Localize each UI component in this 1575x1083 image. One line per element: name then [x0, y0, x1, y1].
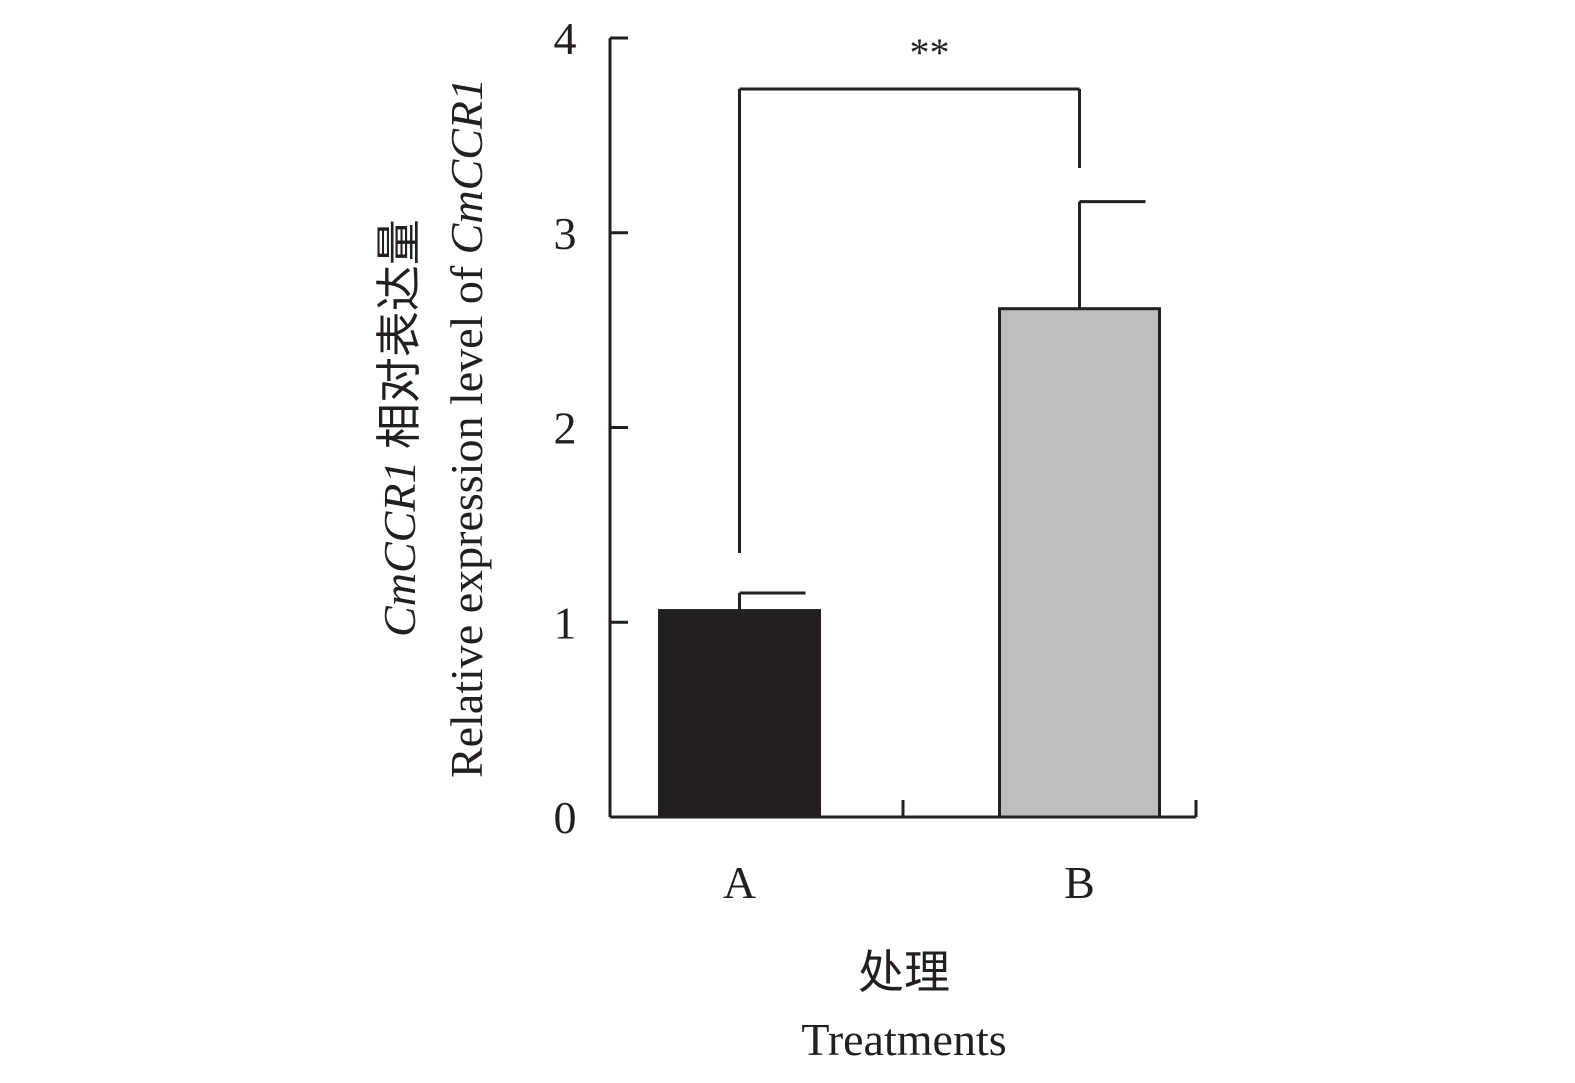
y-axis-title-en-gene: CmCCR1: [441, 78, 492, 254]
y-tick-label: 4: [554, 13, 577, 64]
error-bars: [738, 200, 1146, 611]
x-tick-label: A: [723, 857, 756, 908]
bar-B: [998, 307, 1161, 819]
y-axis-title-en: Relative expression level of CmCCR1: [441, 78, 492, 778]
significance-bracket: **: [738, 30, 1081, 553]
x-tick-label: B: [1064, 857, 1095, 908]
axes: 0 1 2 3 4 A B: [554, 13, 1198, 908]
y-axis-title-cn-text: 相对表达量: [374, 219, 425, 461]
x-axis-title-en: Treatments: [801, 1014, 1006, 1065]
significance-label: **: [910, 30, 950, 75]
x-axis-title-cn: 处理: [858, 947, 950, 998]
y-tick-label: 0: [554, 792, 577, 843]
y-axis-title-cn-gene: CmCCR1: [374, 461, 425, 637]
y-tick-label: 3: [554, 208, 577, 259]
y-axis-title-en-text: Relative expression level of: [441, 254, 492, 778]
y-tick-label: 2: [554, 403, 577, 454]
bar-A: [658, 609, 821, 819]
y-axis-title-cn: CmCCR1 相对表达量: [374, 219, 425, 637]
bars: [658, 307, 1161, 819]
y-tick-label: 1: [554, 597, 577, 648]
